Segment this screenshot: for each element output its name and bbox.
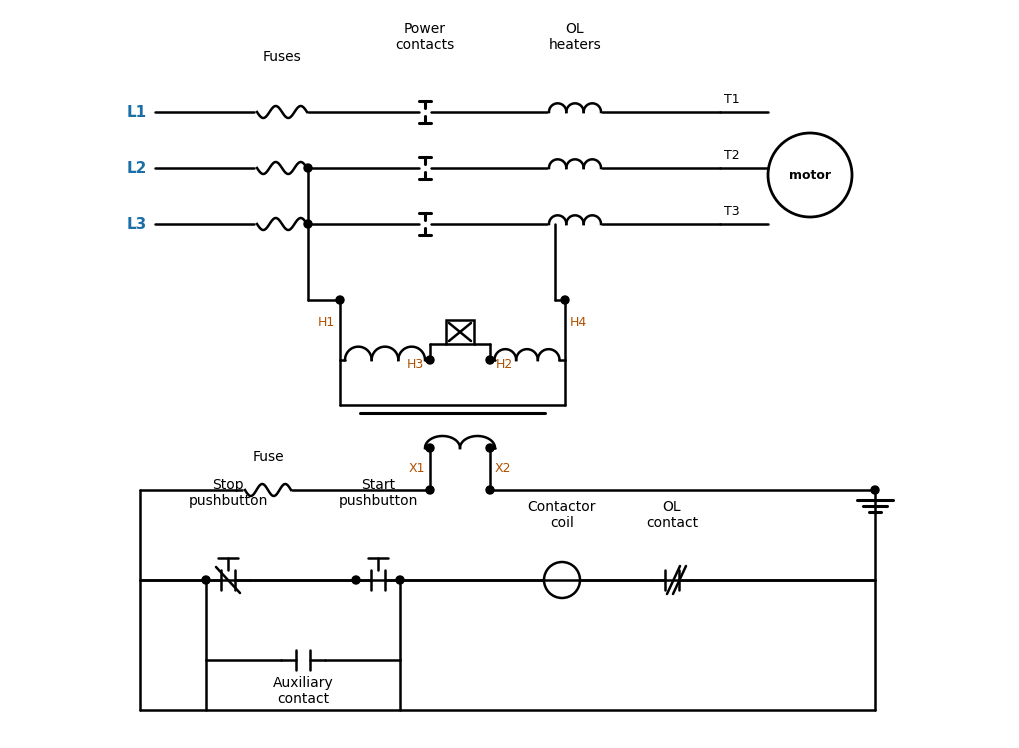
Text: T1: T1 [723, 93, 739, 106]
Text: H3: H3 [407, 358, 424, 370]
Text: Start
pushbutton: Start pushbutton [338, 478, 417, 508]
Text: OL
heaters: OL heaters [548, 22, 601, 52]
Text: L3: L3 [126, 216, 147, 231]
Circle shape [335, 296, 343, 304]
Text: X1: X1 [408, 462, 425, 475]
Text: T3: T3 [723, 205, 739, 218]
Circle shape [352, 576, 360, 584]
Circle shape [395, 576, 404, 584]
Text: Contactor
coil: Contactor coil [527, 500, 596, 530]
Text: motor: motor [789, 168, 830, 182]
Text: H4: H4 [570, 316, 587, 329]
Circle shape [202, 576, 210, 584]
Circle shape [485, 486, 493, 494]
Text: Auxiliary
contact: Auxiliary contact [272, 676, 333, 706]
Circle shape [304, 164, 312, 172]
Text: Power
contacts: Power contacts [395, 22, 454, 52]
Text: L2: L2 [126, 161, 147, 176]
Text: H2: H2 [495, 358, 513, 370]
Text: L1: L1 [126, 105, 147, 120]
Circle shape [304, 220, 312, 228]
Text: H1: H1 [318, 316, 334, 329]
Text: Stop
pushbutton: Stop pushbutton [189, 478, 267, 508]
Text: OL
contact: OL contact [645, 500, 697, 530]
Circle shape [870, 486, 878, 494]
Text: Fuses: Fuses [262, 50, 301, 64]
Text: X2: X2 [494, 462, 511, 475]
Text: T2: T2 [723, 149, 739, 162]
Circle shape [485, 356, 493, 364]
Circle shape [560, 296, 569, 304]
Bar [445, 320, 474, 344]
Circle shape [485, 444, 493, 452]
Circle shape [426, 486, 433, 494]
Text: Fuse: Fuse [252, 450, 283, 464]
Circle shape [426, 356, 433, 364]
Circle shape [426, 444, 433, 452]
